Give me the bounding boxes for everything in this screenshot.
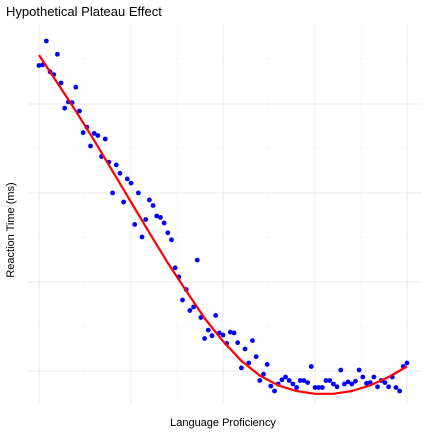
data-point [88,143,93,149]
data-point [305,380,311,385]
data-point [312,385,318,390]
data-point [124,176,130,182]
data-point [128,180,134,186]
data-point [283,374,288,380]
data-point [353,378,358,384]
data-point [364,380,369,386]
data-point [91,131,97,136]
data-point [301,378,307,383]
data-point [286,378,292,383]
data-point [158,215,163,220]
data-point [235,340,241,346]
data-point [386,384,391,390]
data-point [209,333,215,339]
data-point [172,265,178,271]
data-point [294,385,299,390]
data-point [139,234,145,240]
data-point [345,379,351,385]
data-point [110,190,115,196]
data-point [334,384,340,390]
data-point [356,367,362,373]
data-point [117,170,123,176]
data-point [150,203,156,208]
data-point [375,384,380,390]
data-point [261,371,266,377]
data-point [205,327,211,333]
data-point [239,365,244,371]
data-point [113,162,119,168]
data-point [308,364,314,369]
data-point [95,133,101,138]
data-point [279,377,285,383]
data-point [338,367,344,373]
data-point [316,385,322,390]
data-point [393,385,399,390]
data-point [62,105,68,111]
data-point [327,378,333,383]
data-point [77,108,82,114]
data-point [268,383,274,389]
data-point [264,362,270,367]
data-point [220,332,226,338]
data-point [360,374,366,380]
data-point [55,51,60,57]
data-points [36,38,410,394]
y-axis-label: Reaction Time (ms) [5,182,17,277]
data-point [349,381,355,387]
x-axis-label: Language Proficiency [170,417,276,429]
data-point [36,63,42,68]
data-point [80,130,86,136]
data-point [169,237,174,243]
data-point [231,330,237,336]
data-point [180,297,185,303]
data-point [323,378,329,383]
data-point [382,380,388,385]
data-point [191,304,196,310]
data-point [187,308,193,313]
data-point [147,197,152,203]
data-point [290,381,296,387]
data-point [161,220,167,226]
chart-title: Hypothetical Plateau Effect [6,4,162,19]
fit-curve [38,54,408,395]
data-point [132,222,138,227]
data-point [43,38,49,44]
data-point [102,136,108,142]
data-point [250,338,255,343]
data-point [154,213,160,219]
data-point [194,257,200,263]
data-point [213,313,219,318]
data-point [371,374,377,380]
data-point [73,84,79,90]
data-point [342,381,347,387]
data-point [121,199,127,205]
data-point [202,336,208,341]
data-point [143,217,149,222]
data-point [272,388,277,394]
data-point [297,378,303,383]
data-point [253,354,259,360]
data-point [246,360,252,366]
data-point [331,381,336,387]
grid [28,24,422,404]
data-point [257,378,263,383]
data-point [397,388,403,394]
data-point [227,329,233,335]
data-point [319,385,325,390]
data-point [165,230,171,236]
data-point [404,360,410,366]
data-point [242,346,248,352]
data-point [58,80,64,86]
data-point [135,190,141,196]
